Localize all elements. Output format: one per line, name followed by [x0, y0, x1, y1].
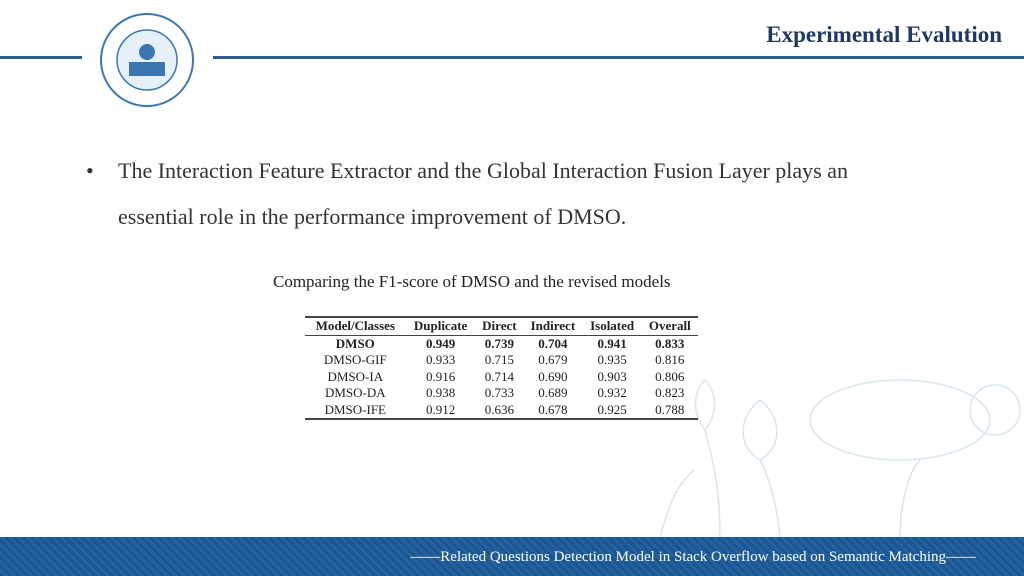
column-header: Overall [641, 316, 698, 336]
table-cell: 0.932 [597, 385, 627, 400]
table-cell: 0.733 [484, 385, 514, 400]
lotus-decoration [659, 378, 1021, 537]
header-row: Model/Classes Duplicate Direct Indirect Isol… [305, 316, 698, 336]
table-cell: 0.925 [582, 401, 642, 420]
table-row: DMSO-IFE 0.912 0.636 0.678 0.925 0.788 [305, 401, 698, 420]
table-cell: DMSO-IFE [305, 401, 406, 420]
bullet-text: The Interaction Feature Extractor and th… [118, 158, 849, 229]
university-logo [100, 13, 194, 107]
column-header: Indirect [523, 316, 583, 336]
table-cell: 0.715 [484, 352, 514, 367]
table-cell: 0.739 [484, 335, 514, 351]
column-header: Isolated [582, 316, 642, 336]
results-table: Model/Classes Duplicate Direct Indirect Isol… [305, 316, 698, 420]
column-header: Model/Classes [305, 316, 406, 336]
footer-text: ——Related Questions Detection Model in S… [410, 549, 976, 565]
table-cell: DMSO-DA [324, 385, 386, 400]
table-cell: 0.949 [425, 335, 456, 351]
table-cell: DMSO [335, 335, 375, 351]
table-cell: 0.903 [597, 368, 627, 384]
column-header: Duplicate [405, 316, 476, 336]
table-cell: 0.933 [425, 352, 456, 367]
table-cell: 0.679 [538, 352, 568, 367]
header-rule [0, 56, 82, 59]
table-cell: 0.941 [597, 335, 627, 351]
table-cell: 0.690 [538, 368, 568, 384]
table-cell: 0.704 [538, 335, 568, 351]
table-cell: 0.938 [425, 385, 456, 400]
table-cell: 0.823 [655, 385, 685, 400]
table-row: DMSO-DA 0.938 0.733 0.689 0.932 0.823 [305, 385, 698, 402]
column-header: Direct [475, 316, 524, 336]
table-cell: 0.935 [597, 352, 627, 367]
slide-title: Experimental Evalution [766, 22, 1002, 47]
table-cell: 0.833 [655, 335, 685, 351]
table-cell: 0.636 [475, 401, 524, 420]
table-cell: DMSO-GIF [323, 352, 387, 367]
header-rule [213, 56, 1024, 59]
table-cell: 0.689 [538, 385, 568, 400]
table-cell: 0.806 [655, 368, 685, 384]
table-caption: Comparing the F1-score of DMSO and the r… [273, 272, 671, 291]
table-body: DMSO 0.949 0.739 0.704 0.941 0.833 DMSO-GIF 0.9… [305, 335, 698, 420]
footer-band [0, 537, 1024, 576]
table-cell: 0.788 [641, 401, 698, 420]
table-row: DMSO-GIF 0.933 0.715 0.679 0.935 0.816 [305, 352, 698, 369]
table-cell: DMSO-IA [327, 368, 384, 384]
table-cell: 0.916 [425, 368, 456, 384]
table-cell: 0.714 [484, 368, 514, 384]
table-cell: 0.912 [405, 401, 476, 420]
table-cell: 0.816 [655, 352, 685, 367]
table-row: DMSO 0.949 0.739 0.704 0.941 0.833 [305, 335, 698, 352]
table-row: DMSO-IA 0.916 0.714 0.690 0.903 0.806 [305, 369, 698, 386]
table-cell: 0.678 [523, 401, 583, 420]
bullet-marker: • [86, 158, 94, 183]
